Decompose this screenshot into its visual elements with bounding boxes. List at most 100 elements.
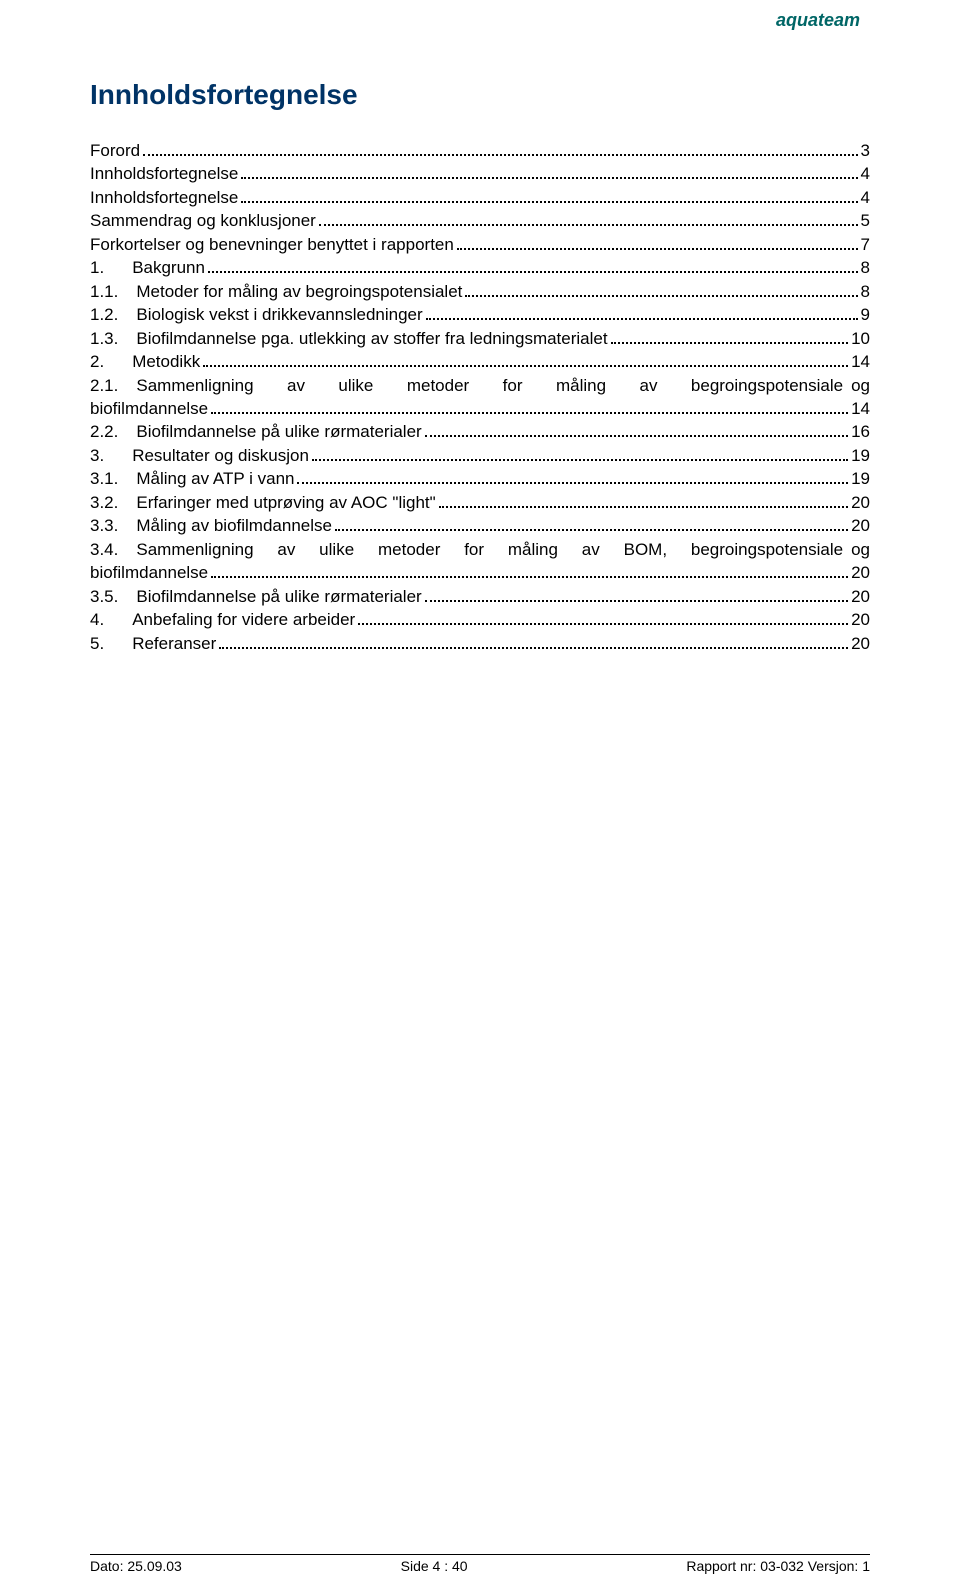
toc-entry: 3.5.Biofilmdannelse på ulike rørmaterial… (90, 585, 870, 608)
toc-leader-dots (426, 318, 858, 320)
toc-leader-dots (203, 365, 848, 367)
toc-entry: 3.4.Sammenligning av ulike metoder for m… (90, 538, 870, 585)
toc-label: Bakgrunn (104, 256, 205, 279)
toc-label: Måling av biofilmdannelse (118, 514, 332, 537)
toc-leader-dots (219, 647, 848, 649)
toc-label-tail: og (843, 374, 870, 397)
toc-page: 7 (861, 233, 870, 256)
page-footer: Dato: 25.09.03 Side 4 : 40 Rapport nr: 0… (90, 1554, 870, 1574)
toc-leader-dots (297, 482, 848, 484)
toc-leader-dots (457, 248, 858, 250)
toc-leader-dots (319, 224, 858, 226)
toc-entry: 1.3.Biofilmdannelse pga. utlekking av st… (90, 327, 870, 350)
toc-page: 5 (861, 209, 870, 232)
toc-label: Biofilmdannelse pga. utlekking av stoffe… (118, 327, 607, 350)
toc-number: 3.5. (90, 585, 118, 608)
toc-leader-dots (211, 576, 848, 578)
toc-label: Resultater og diskusjon (104, 444, 309, 467)
toc-entry: Forkortelser og benevninger benyttet i r… (90, 233, 870, 256)
toc-number: 4. (90, 608, 104, 631)
toc-number: 3.4. (90, 538, 118, 561)
toc-label: Forkortelser og benevninger benyttet i r… (90, 233, 454, 256)
toc-leader-dots (358, 623, 848, 625)
toc-label: Biofilmdannelse på ulike rørmaterialer (118, 420, 421, 443)
toc-page: 20 (851, 608, 870, 631)
toc-label: Sammendrag og konklusjoner (90, 209, 316, 232)
brand-label: aquateam (90, 10, 870, 31)
toc-leader-dots (425, 435, 848, 437)
page-title: Innholdsfortegnelse (90, 79, 870, 111)
toc-number: 2.2. (90, 420, 118, 443)
toc-page: 10 (851, 327, 870, 350)
toc-leader-dots (241, 201, 857, 203)
toc-page: 8 (861, 256, 870, 279)
toc-label: Innholdsfortegnelse (90, 186, 238, 209)
toc-number: 1.1. (90, 280, 118, 303)
toc-entry: 1.Bakgrunn 8 (90, 256, 870, 279)
toc-label: biofilmdannelse (90, 561, 208, 584)
table-of-contents: Forord3Innholdsfortegnelse4Innholdsforte… (90, 139, 870, 655)
toc-label: Biofilmdannelse på ulike rørmaterialer (118, 585, 421, 608)
toc-leader-dots (143, 154, 857, 156)
toc-entry: Innholdsfortegnelse 4 (90, 186, 870, 209)
toc-number: 2. (90, 350, 104, 373)
toc-page: 9 (861, 303, 870, 326)
toc-number: 1.3. (90, 327, 118, 350)
toc-leader-dots (425, 600, 848, 602)
toc-number: 3. (90, 444, 104, 467)
toc-entry: 2.2.Biofilmdannelse på ulike rørmaterial… (90, 420, 870, 443)
toc-number: 1.2. (90, 303, 118, 326)
toc-leader-dots (439, 506, 848, 508)
toc-entry: 3.3.Måling av biofilmdannelse 20 (90, 514, 870, 537)
toc-entry: 3.2.Erfaringer med utprøving av AOC "lig… (90, 491, 870, 514)
toc-entry: 2.Metodikk 14 (90, 350, 870, 373)
toc-page: 20 (851, 585, 870, 608)
toc-page: 8 (861, 280, 870, 303)
toc-page: 20 (851, 561, 870, 584)
toc-entry: Innholdsfortegnelse 4 (90, 162, 870, 185)
toc-entry: 2.1.Sammenligning av ulike metoder for m… (90, 374, 870, 421)
toc-page: 4 (861, 162, 870, 185)
toc-page: 4 (861, 186, 870, 209)
toc-number: 1. (90, 256, 104, 279)
toc-leader-dots (465, 295, 857, 297)
toc-number: 3.1. (90, 467, 118, 490)
toc-page: 20 (851, 491, 870, 514)
toc-label: Biologisk vekst i drikkevannsledninger (118, 303, 422, 326)
toc-leader-dots (611, 342, 848, 344)
toc-number: 3.3. (90, 514, 118, 537)
toc-page: 20 (851, 514, 870, 537)
toc-label: Måling av ATP i vann (118, 467, 294, 490)
toc-entry: 1.1.Metoder for måling av begroingspoten… (90, 280, 870, 303)
toc-page: 3 (861, 139, 870, 162)
toc-label: Anbefaling for videre arbeider (104, 608, 355, 631)
document-page: aquateam Innholdsfortegnelse Forord3Innh… (0, 0, 960, 655)
toc-entry: 5.Referanser20 (90, 632, 870, 655)
toc-number: 2.1. (90, 374, 118, 397)
toc-label: Metodikk (104, 350, 200, 373)
toc-leader-dots (208, 271, 858, 273)
toc-leader-dots (335, 529, 848, 531)
toc-entry: 1.2.Biologisk vekst i drikkevannsledning… (90, 303, 870, 326)
toc-leader-dots (312, 459, 848, 461)
toc-page: 20 (851, 632, 870, 655)
toc-label: Forord (90, 139, 140, 162)
toc-page: 19 (851, 467, 870, 490)
toc-leader-dots (241, 177, 857, 179)
toc-entry: Forord 3 (90, 139, 870, 162)
footer-report-info: Rapport nr: 03-032 Versjon: 1 (686, 1558, 870, 1574)
toc-page: 16 (851, 420, 870, 443)
footer-date: Dato: 25.09.03 (90, 1558, 182, 1574)
toc-number: 3.2. (90, 491, 118, 514)
toc-label: Sammenligning av ulike metoder for målin… (118, 538, 843, 561)
toc-label-tail: og (843, 538, 870, 561)
toc-entry: 3.1.Måling av ATP i vann 19 (90, 467, 870, 490)
toc-entry: 3.Resultater og diskusjon19 (90, 444, 870, 467)
toc-label: Metoder for måling av begroingspotensial… (118, 280, 462, 303)
toc-label: Innholdsfortegnelse (90, 162, 238, 185)
toc-entry: Sammendrag og konklusjoner 5 (90, 209, 870, 232)
toc-label: Sammenligning av ulike metoder for målin… (118, 374, 843, 397)
toc-page: 14 (851, 350, 870, 373)
toc-entry: 4.Anbefaling for videre arbeider 20 (90, 608, 870, 631)
toc-leader-dots (211, 412, 848, 414)
